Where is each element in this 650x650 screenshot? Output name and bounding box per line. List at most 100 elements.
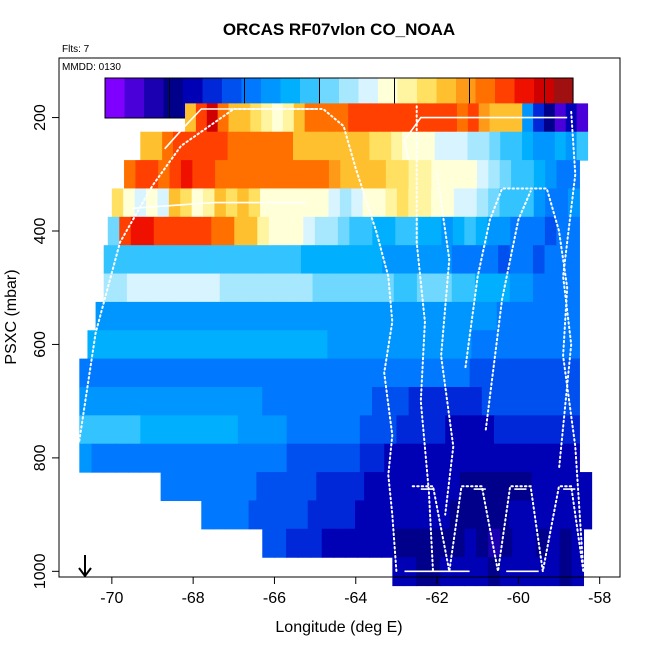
- heatmap-cell: [228, 103, 241, 133]
- heatmap-cell: [249, 131, 261, 161]
- heatmap-cell: [262, 443, 276, 473]
- heatmap-cell: [408, 188, 421, 218]
- heatmap-cell: [111, 188, 124, 218]
- heatmap-cell: [173, 131, 185, 161]
- heatmap-cell: [500, 528, 513, 558]
- heatmap-cell: [184, 273, 198, 303]
- heatmap-cell: [305, 188, 318, 218]
- heatmap-cell: [509, 273, 522, 303]
- heatmap-cell: [262, 528, 275, 558]
- heatmap-cell: [298, 415, 312, 445]
- heatmap-cell: [279, 330, 293, 360]
- heatmap-cell: [380, 103, 393, 133]
- heatmap-cell: [567, 273, 580, 303]
- heatmap-cell: [282, 131, 294, 161]
- heatmap-cell: [219, 330, 233, 360]
- heatmap-cell: [323, 415, 337, 445]
- heatmap-cell: [300, 273, 314, 303]
- heatmap-cell: [339, 188, 352, 218]
- flight-track: [403, 116, 568, 161]
- heatmap-cell: [397, 160, 410, 190]
- heatmap-cell: [567, 245, 580, 275]
- heatmap-cell: [284, 301, 297, 331]
- heatmap-cell: [473, 301, 486, 331]
- heatmap-cell: [91, 443, 105, 473]
- heatmap-cell: [146, 160, 159, 190]
- heatmap-cell: [510, 188, 523, 218]
- colorbar-swatch: [144, 78, 165, 118]
- heatmap-cell: [476, 188, 489, 218]
- heatmap-cell: [369, 131, 381, 161]
- heatmap-cell: [115, 245, 128, 275]
- heatmap-cell: [419, 188, 432, 218]
- heatmap-cell: [266, 273, 279, 303]
- heatmap-cell: [161, 273, 174, 303]
- heatmap-cell: [487, 216, 500, 246]
- heatmap-cell: [357, 528, 370, 558]
- heatmap-cell: [579, 500, 593, 530]
- heatmap-cell: [567, 443, 580, 473]
- heatmap-cell: [283, 160, 296, 190]
- heatmap-cell: [372, 443, 385, 473]
- heatmap-cell: [294, 160, 307, 190]
- heatmap-cell: [239, 103, 251, 133]
- heatmap-cell: [523, 528, 537, 558]
- heatmap-cell: [378, 500, 392, 530]
- heatmap-cell: [452, 216, 465, 246]
- heatmap-cell: [493, 443, 507, 473]
- heatmap-cell: [138, 273, 151, 303]
- heatmap-cell: [542, 386, 556, 416]
- heatmap-cell: [543, 472, 557, 502]
- heatmap-cell: [205, 131, 218, 161]
- heatmap-cell: [289, 245, 302, 275]
- heatmap-cell: [316, 472, 329, 502]
- heatmap-cell: [237, 386, 251, 416]
- heatmap-cell: [352, 472, 365, 502]
- heatmap-cell: [188, 216, 201, 246]
- heatmap-cell: [331, 500, 344, 530]
- heatmap-cell: [488, 188, 501, 218]
- heatmap-cell: [260, 301, 274, 331]
- heatmap-cell: [173, 245, 186, 275]
- heatmap-cell: [464, 216, 477, 246]
- heatmap-cell: [347, 358, 361, 388]
- heatmap-cell: [359, 443, 373, 473]
- heatmap-cell: [340, 160, 353, 190]
- heatmap-cell: [248, 500, 262, 530]
- heatmap-cell: [103, 443, 117, 473]
- heatmap-cell: [286, 528, 299, 558]
- heatmap-cell: [428, 273, 441, 303]
- heatmap-cell: [176, 415, 190, 445]
- heatmap-cell: [135, 330, 149, 360]
- heatmap-cell: [189, 358, 202, 388]
- heatmap-cell: [271, 131, 283, 161]
- flight-track: [484, 190, 532, 431]
- heatmap-cell: [184, 472, 198, 502]
- heatmap-cell: [464, 528, 477, 558]
- heatmap-cell: [530, 358, 544, 388]
- heatmap-cell: [268, 216, 281, 246]
- heatmap-cell: [171, 330, 185, 360]
- heatmap-cell: [314, 131, 327, 161]
- heatmap-cell: [123, 330, 137, 360]
- heatmap-cell: [195, 330, 209, 360]
- flight-track: [411, 485, 585, 573]
- heatmap-cell: [335, 273, 348, 303]
- heatmap-cell: [337, 216, 350, 246]
- heatmap-cell: [272, 160, 284, 190]
- heatmap-cell: [543, 131, 556, 161]
- heatmap-cell: [380, 131, 392, 161]
- heatmap-cell: [323, 358, 337, 388]
- heatmap-cell: [225, 415, 239, 445]
- heatmap-cell: [556, 500, 569, 530]
- heatmap-cell: [291, 330, 305, 360]
- heatmap-cell: [358, 131, 370, 161]
- heatmap-cell: [150, 245, 163, 275]
- heatmap-cell: [419, 160, 432, 190]
- heatmap-cell: [554, 358, 568, 388]
- heatmap-cell: [115, 273, 128, 303]
- heatmap-cell: [250, 358, 263, 388]
- heatmap-cell: [442, 188, 455, 218]
- heatmap-cell: [384, 358, 398, 388]
- heatmap-cell: [128, 415, 141, 445]
